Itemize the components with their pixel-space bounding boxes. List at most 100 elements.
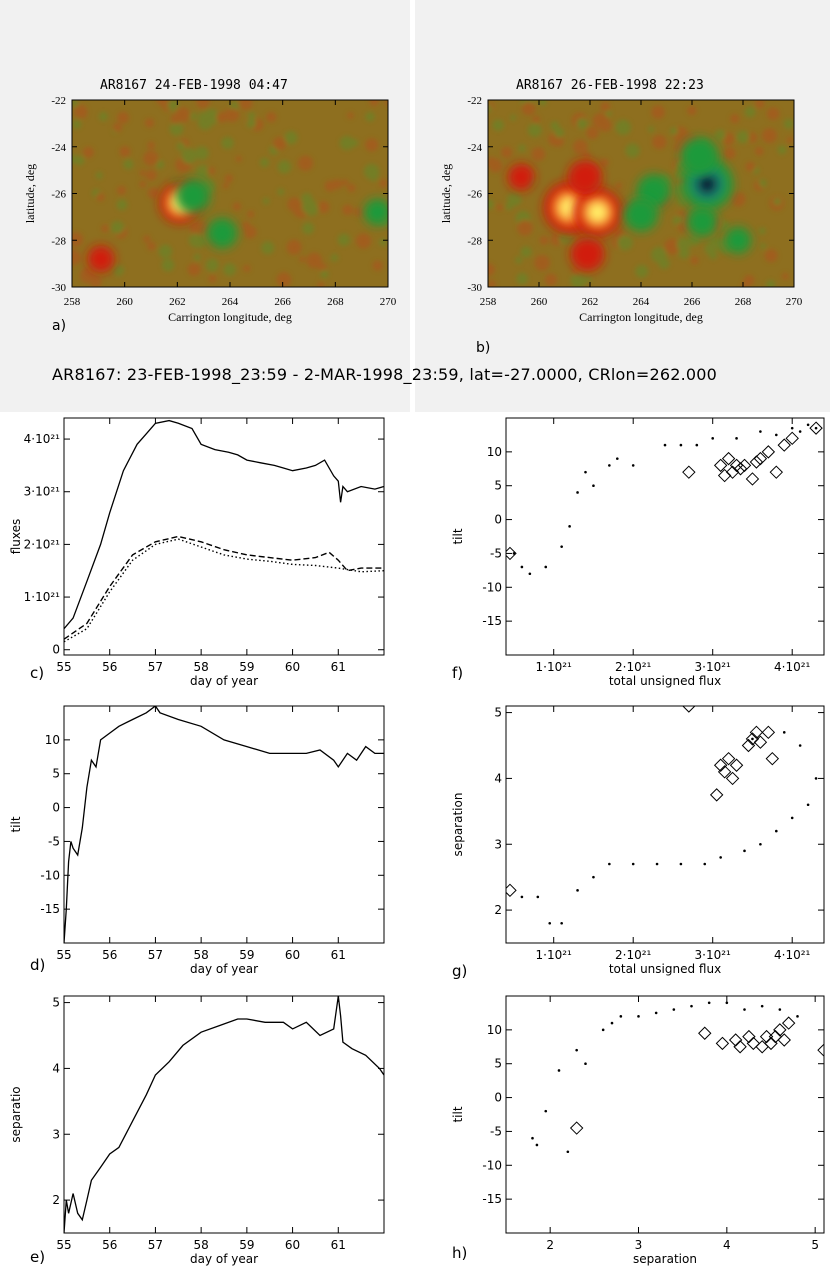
x-axis-label: day of year	[190, 1252, 258, 1266]
noise-speckle	[169, 121, 184, 136]
plot-f-data	[506, 421, 823, 576]
x-tick-label: 56	[102, 660, 117, 674]
diamond-point	[721, 751, 736, 766]
y-tick-label: 1·10²¹	[24, 590, 61, 604]
noise-speckle	[189, 112, 198, 120]
noise-speckle	[534, 254, 551, 271]
diamond-point	[741, 738, 756, 753]
y-tick-label: -28	[467, 235, 482, 247]
x-axis-label: day of year	[190, 962, 258, 976]
scatter-point	[548, 921, 552, 925]
noise-speckle	[564, 234, 576, 246]
scatter-point	[743, 849, 746, 853]
scatter-point	[520, 565, 524, 569]
scatter-point	[778, 1008, 782, 1011]
x-axis-label: Carrington longitude, deg	[579, 310, 703, 324]
y-tick-label: -5	[490, 1124, 502, 1138]
noise-speckle	[488, 199, 494, 210]
y-tick-label: -28	[51, 235, 66, 247]
noise-speckle	[227, 108, 240, 121]
noise-speckle	[576, 117, 588, 129]
x-tick-label: 2·10²¹	[615, 948, 652, 962]
diamond-point	[768, 1029, 783, 1044]
plot-c-frame	[63, 417, 385, 656]
noise-speckle	[101, 224, 109, 233]
noise-speckle	[766, 107, 780, 121]
x-tick-label: 60	[285, 660, 300, 674]
noise-speckle	[652, 134, 667, 150]
noise-speckle	[320, 269, 329, 279]
scatter-point	[751, 737, 754, 741]
noise-speckle	[72, 232, 84, 247]
y-tick-label: -24	[51, 142, 66, 154]
noise-speckle	[714, 129, 726, 141]
noise-speckle	[195, 164, 210, 179]
noise-speckle	[261, 241, 275, 255]
y-tick-label: 4	[52, 1061, 60, 1075]
noise-speckle	[188, 233, 203, 248]
diamond-point	[781, 1016, 796, 1030]
y-axis-label: tilt	[9, 816, 23, 832]
plot-e-data	[64, 996, 384, 1233]
scatter-point	[654, 1011, 658, 1015]
noise-speckle	[139, 169, 146, 177]
scatter-point	[576, 889, 579, 892]
y-tick-label: -30	[51, 282, 66, 294]
y-axis-label: tilt	[451, 1106, 465, 1122]
scatter-point	[663, 443, 667, 447]
scatter-point	[695, 443, 699, 447]
x-tick-label: 2·10²¹	[615, 660, 652, 674]
observation-header: AR8167: 23-FEB-1998_23:59 - 2-MAR-1998_2…	[52, 365, 718, 384]
noise-speckle	[651, 105, 665, 119]
noise-speckle	[112, 122, 123, 133]
noise-speckle	[592, 112, 609, 129]
noise-speckle	[277, 188, 285, 196]
x-tick-label: 4	[723, 1238, 731, 1252]
scatter-point	[592, 875, 595, 879]
noise-speckle	[365, 111, 375, 122]
noise-speckle	[372, 260, 383, 271]
noise-speckle	[365, 138, 379, 152]
noise-speckle	[222, 182, 229, 189]
noise-speckle	[678, 248, 690, 259]
y-axis-label: separatio	[9, 1086, 23, 1142]
x-tick-label: 266	[684, 296, 701, 308]
x-tick-label: 55	[56, 660, 71, 674]
x-tick-label: 3·10²¹	[695, 660, 732, 674]
noise-speckle	[758, 227, 766, 235]
plot-g-data	[506, 706, 818, 925]
scatter-point	[760, 1004, 764, 1008]
y-tick-label: 0	[52, 801, 60, 815]
noise-speckle	[379, 238, 388, 247]
noise-speckle	[551, 134, 565, 147]
noise-speckle	[330, 253, 339, 262]
noise-speckle	[496, 204, 504, 211]
noise-speckle	[158, 244, 173, 259]
diamond-point	[709, 788, 724, 802]
series-line-negative	[64, 538, 384, 643]
magnetogram-a-noise	[72, 100, 388, 287]
noise-speckle	[119, 146, 131, 157]
noise-speckle	[223, 263, 237, 276]
diamond-point	[721, 451, 736, 466]
noise-speckle	[265, 111, 277, 123]
noise-speckle	[600, 101, 611, 112]
x-tick-label: 56	[102, 1238, 117, 1252]
panel-label-g: g)	[452, 962, 467, 980]
x-tick-label: 270	[380, 296, 397, 308]
field-blob-negative	[206, 218, 238, 249]
noise-speckle	[347, 183, 356, 193]
noise-speckle	[677, 221, 689, 233]
noise-speckle	[290, 239, 297, 247]
scatter-point	[759, 430, 762, 433]
noise-speckle	[337, 233, 351, 246]
noise-speckle	[515, 256, 523, 264]
noise-speckle	[147, 241, 156, 251]
scatter-point	[655, 862, 659, 866]
noise-speckle	[198, 112, 207, 121]
scatter-point	[531, 1136, 534, 1140]
noise-speckle	[205, 258, 219, 272]
noise-speckle	[488, 156, 498, 168]
scatter-point	[592, 484, 595, 488]
